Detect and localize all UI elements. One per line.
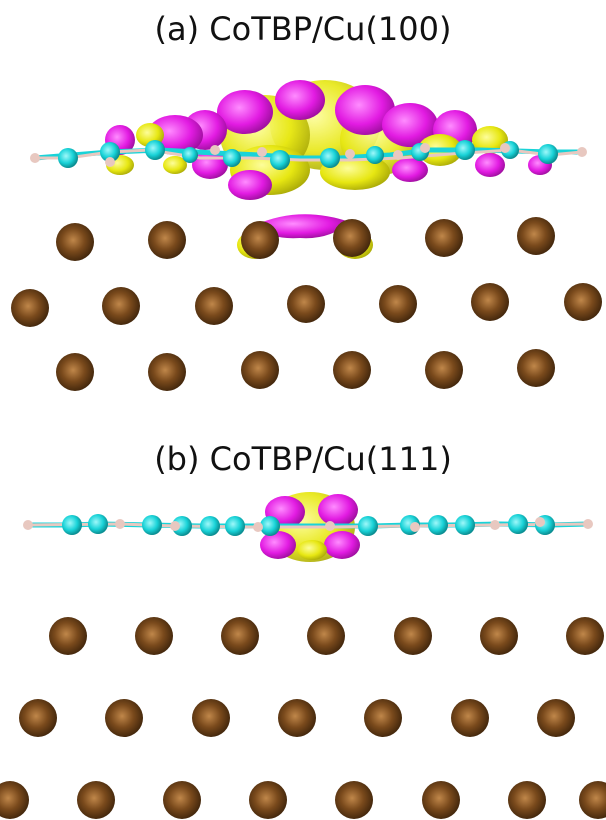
cotbp-molecule-a — [30, 140, 587, 170]
panel-b-structure — [0, 492, 606, 819]
cotbp-molecule-b — [23, 514, 593, 536]
copper-surface-a — [11, 217, 602, 391]
charge-density-isosurface-a — [105, 80, 552, 259]
copper-surface-b — [0, 617, 606, 819]
panel-a-title: (a) CoTBP/Cu(100) — [154, 10, 452, 48]
panel-a-structure — [11, 80, 602, 391]
panel-b-title: (b) CoTBP/Cu(111) — [154, 440, 452, 478]
